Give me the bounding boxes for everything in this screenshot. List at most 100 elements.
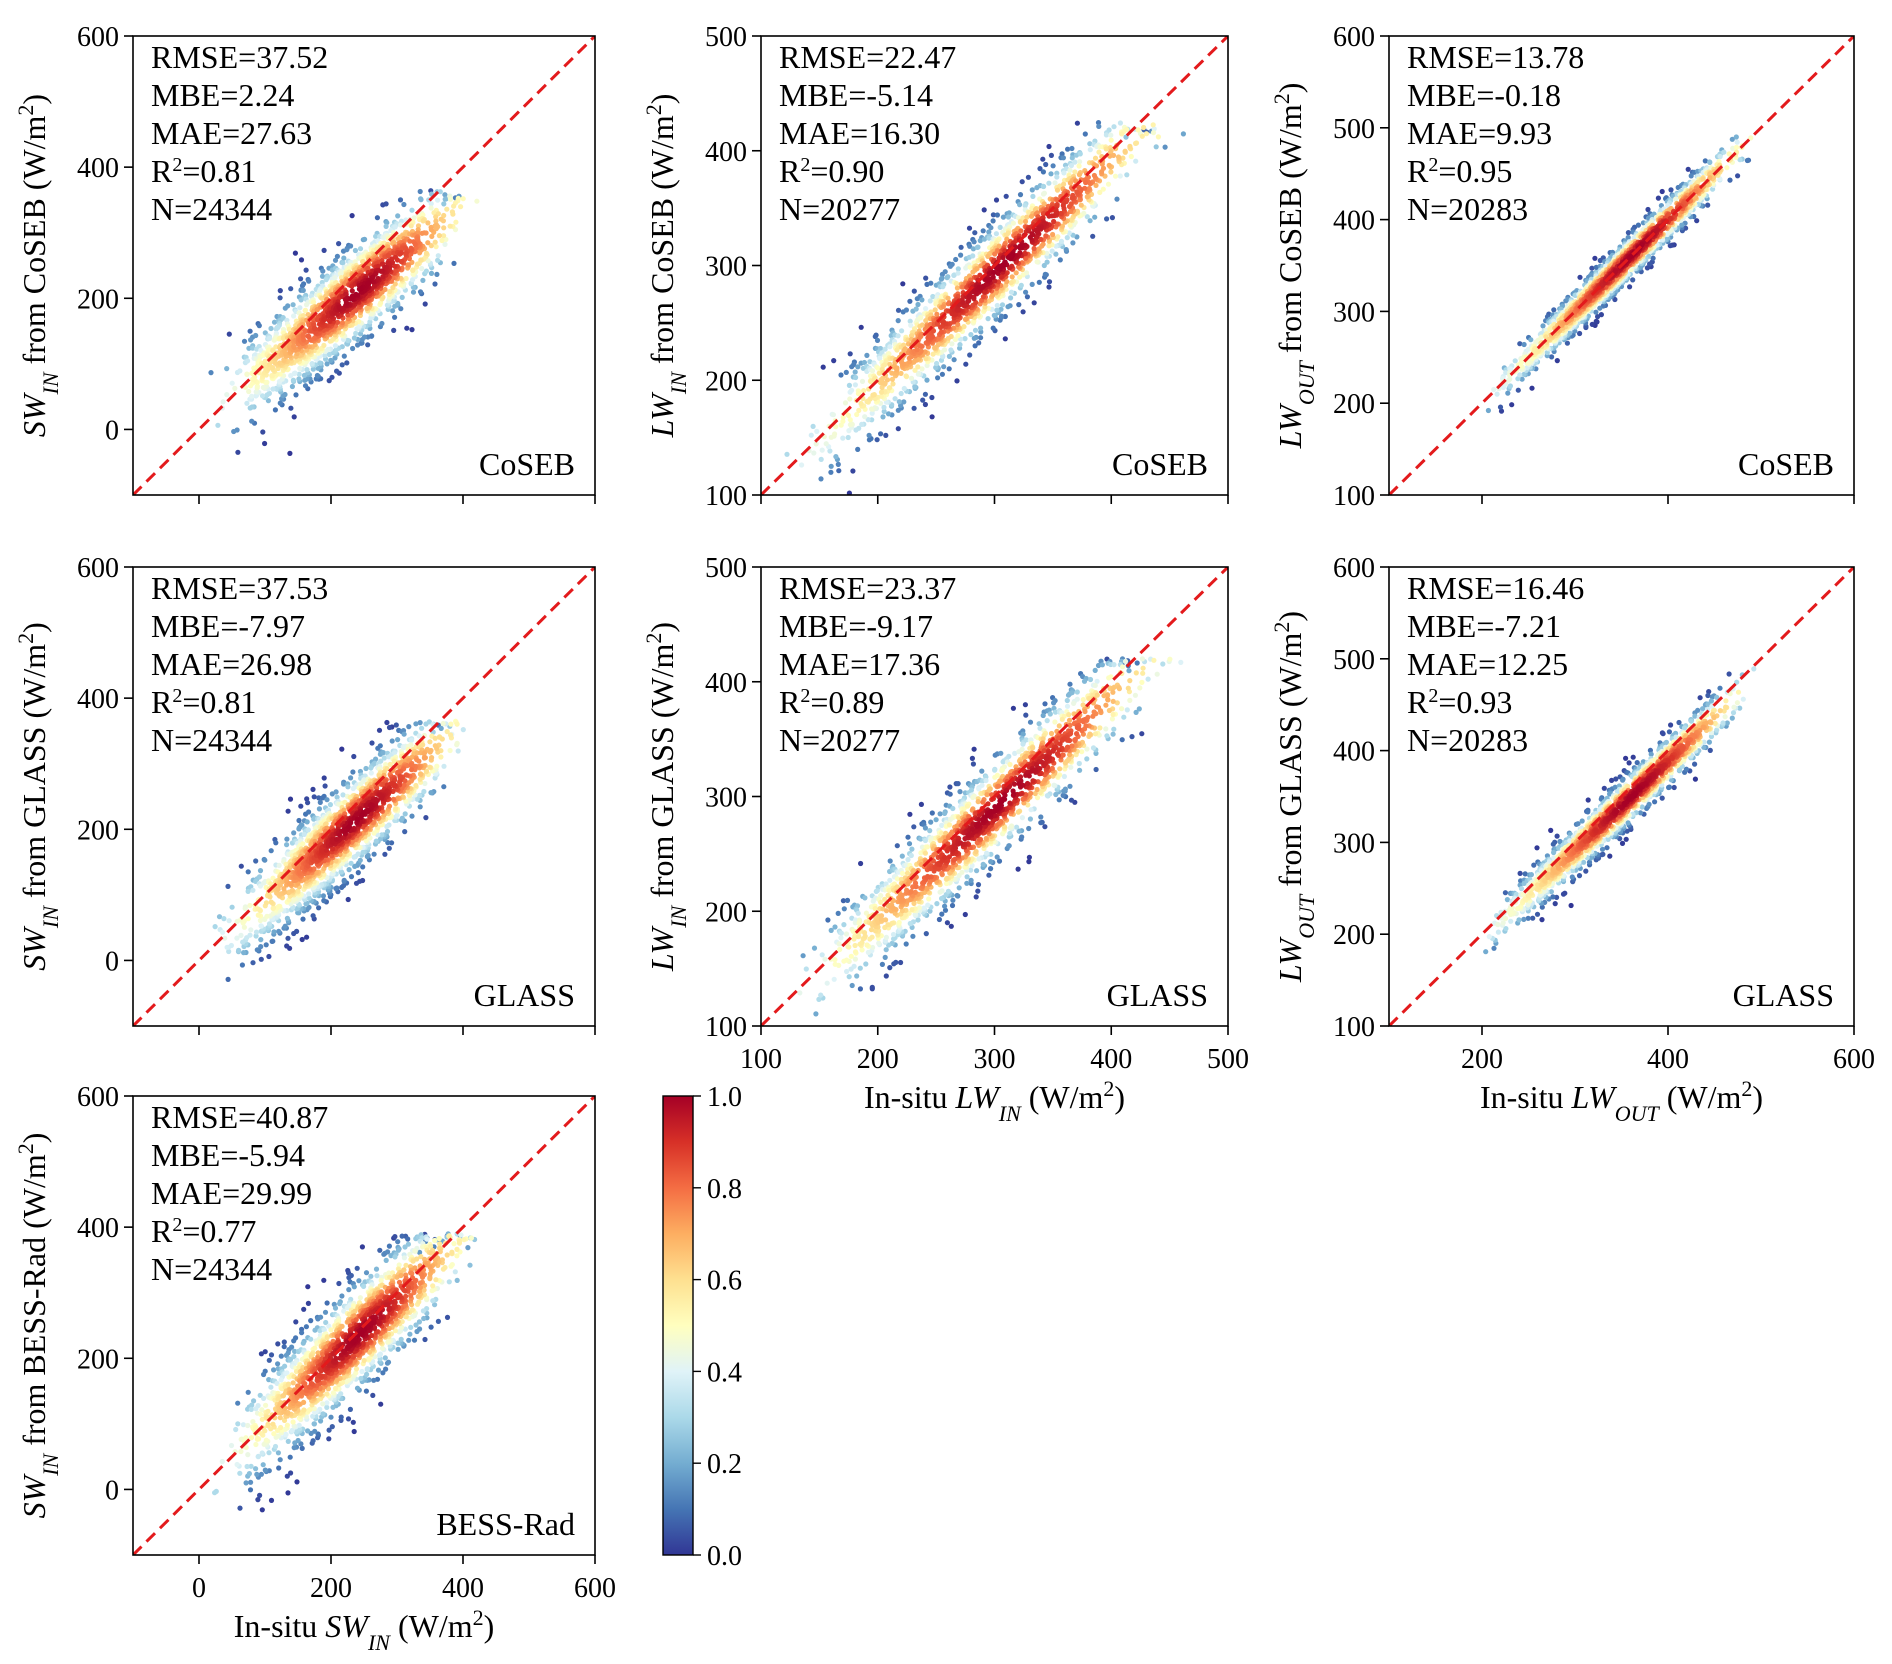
stat-line: MAE=16.30 <box>779 115 940 151</box>
y-tick-label: 600 <box>77 22 119 53</box>
scatter-point <box>1022 255 1029 261</box>
scatter-point <box>379 832 385 838</box>
scatter-point <box>912 384 918 390</box>
scatter-point <box>1727 177 1733 183</box>
scatter-point <box>985 316 991 322</box>
scatter-point <box>1153 144 1159 150</box>
scatter-point <box>854 411 860 418</box>
scatter-point <box>940 284 946 290</box>
scatter-point <box>847 351 853 357</box>
scatter-point <box>326 318 332 324</box>
scatter-point <box>441 201 447 207</box>
scatter-point <box>1087 218 1093 224</box>
scatter-point <box>417 289 424 295</box>
scatter-point <box>341 353 347 359</box>
scatter-point <box>340 883 347 889</box>
scatter-point <box>1717 153 1723 160</box>
scatter-point <box>1498 408 1505 414</box>
scatter-point <box>241 338 248 344</box>
scatter-point <box>447 223 453 229</box>
scatter-point <box>286 326 292 332</box>
scatter-point <box>923 356 929 362</box>
scatter-point <box>304 934 310 940</box>
scatter-point <box>1729 136 1735 142</box>
scatter-point <box>1517 372 1523 378</box>
scatter-point <box>399 294 405 300</box>
scatter-point <box>901 399 907 405</box>
scatter-point <box>343 299 349 305</box>
scatter-point <box>1707 159 1713 165</box>
scatter-point <box>934 321 941 327</box>
scatter-point <box>441 225 447 231</box>
scatter-point <box>355 851 361 857</box>
scatter-point <box>375 275 381 282</box>
scatter-point <box>225 976 231 983</box>
scatter-point <box>919 322 926 328</box>
scatter-point <box>1000 214 1007 220</box>
scatter-point <box>1155 134 1161 140</box>
scatter-point <box>474 198 480 204</box>
scatter-point <box>1017 245 1023 251</box>
scatter-point <box>907 298 913 304</box>
scatter-point <box>1612 268 1618 274</box>
scatter-point <box>317 799 323 806</box>
scatter-point <box>855 446 861 452</box>
scatter-point <box>324 797 330 803</box>
scatter-point <box>326 351 332 358</box>
scatter-point <box>220 929 226 935</box>
scatter-point <box>1507 376 1513 382</box>
scatter-point <box>406 724 412 730</box>
scatter-point <box>864 352 870 358</box>
scatter-point <box>287 450 293 456</box>
stat-line: N=20277 <box>779 191 900 227</box>
scatter-point <box>348 243 354 249</box>
product-label: CoSEB <box>1112 446 1208 482</box>
y-tick-label: 400 <box>77 153 119 184</box>
scatter-point <box>1685 166 1691 172</box>
scatter-point <box>303 267 309 273</box>
scatter-point <box>1002 259 1008 265</box>
scatter-point <box>299 936 305 943</box>
scatter-point <box>253 929 260 935</box>
scatter-point <box>828 469 834 475</box>
scatter-point <box>1041 211 1047 217</box>
scatter-point <box>378 268 384 274</box>
scatter-point <box>259 393 266 399</box>
scatter-point <box>928 280 934 286</box>
scatter-point <box>855 391 862 397</box>
scatter-point <box>350 345 356 352</box>
scatter-point <box>340 260 346 266</box>
scatter-point <box>974 266 980 272</box>
scatter-point <box>930 328 937 334</box>
scatter-point <box>334 253 340 259</box>
scatter-point <box>930 351 936 357</box>
scatter-point <box>1592 255 1598 261</box>
scatter-point <box>319 795 326 801</box>
scatter-point <box>859 421 865 427</box>
scatter-point <box>887 344 893 350</box>
scatter-point <box>222 935 228 941</box>
scatter-point <box>270 348 276 354</box>
scatter-point <box>899 359 905 366</box>
scatter-point <box>890 381 896 387</box>
scatter-point <box>827 448 833 454</box>
scatter-point <box>378 300 384 306</box>
scatter-point <box>215 422 221 428</box>
scatter-point <box>398 258 404 265</box>
scatter-point <box>320 893 326 899</box>
scatter-point <box>842 400 849 406</box>
scatter-point <box>373 233 379 239</box>
stat-line: MBE=-0.18 <box>1407 77 1561 113</box>
scatter-point <box>460 196 466 202</box>
scatter-point <box>845 412 852 418</box>
scatter-point <box>450 211 456 217</box>
scatter-point <box>321 342 327 348</box>
scatter-point <box>855 364 861 370</box>
scatter-point <box>380 750 386 756</box>
scatter-point <box>1059 223 1065 229</box>
scatter-point <box>1017 202 1023 208</box>
scatter-point <box>453 219 459 225</box>
scatter-point <box>350 769 356 775</box>
scatter-point <box>224 366 230 372</box>
scatter-point <box>952 336 958 342</box>
